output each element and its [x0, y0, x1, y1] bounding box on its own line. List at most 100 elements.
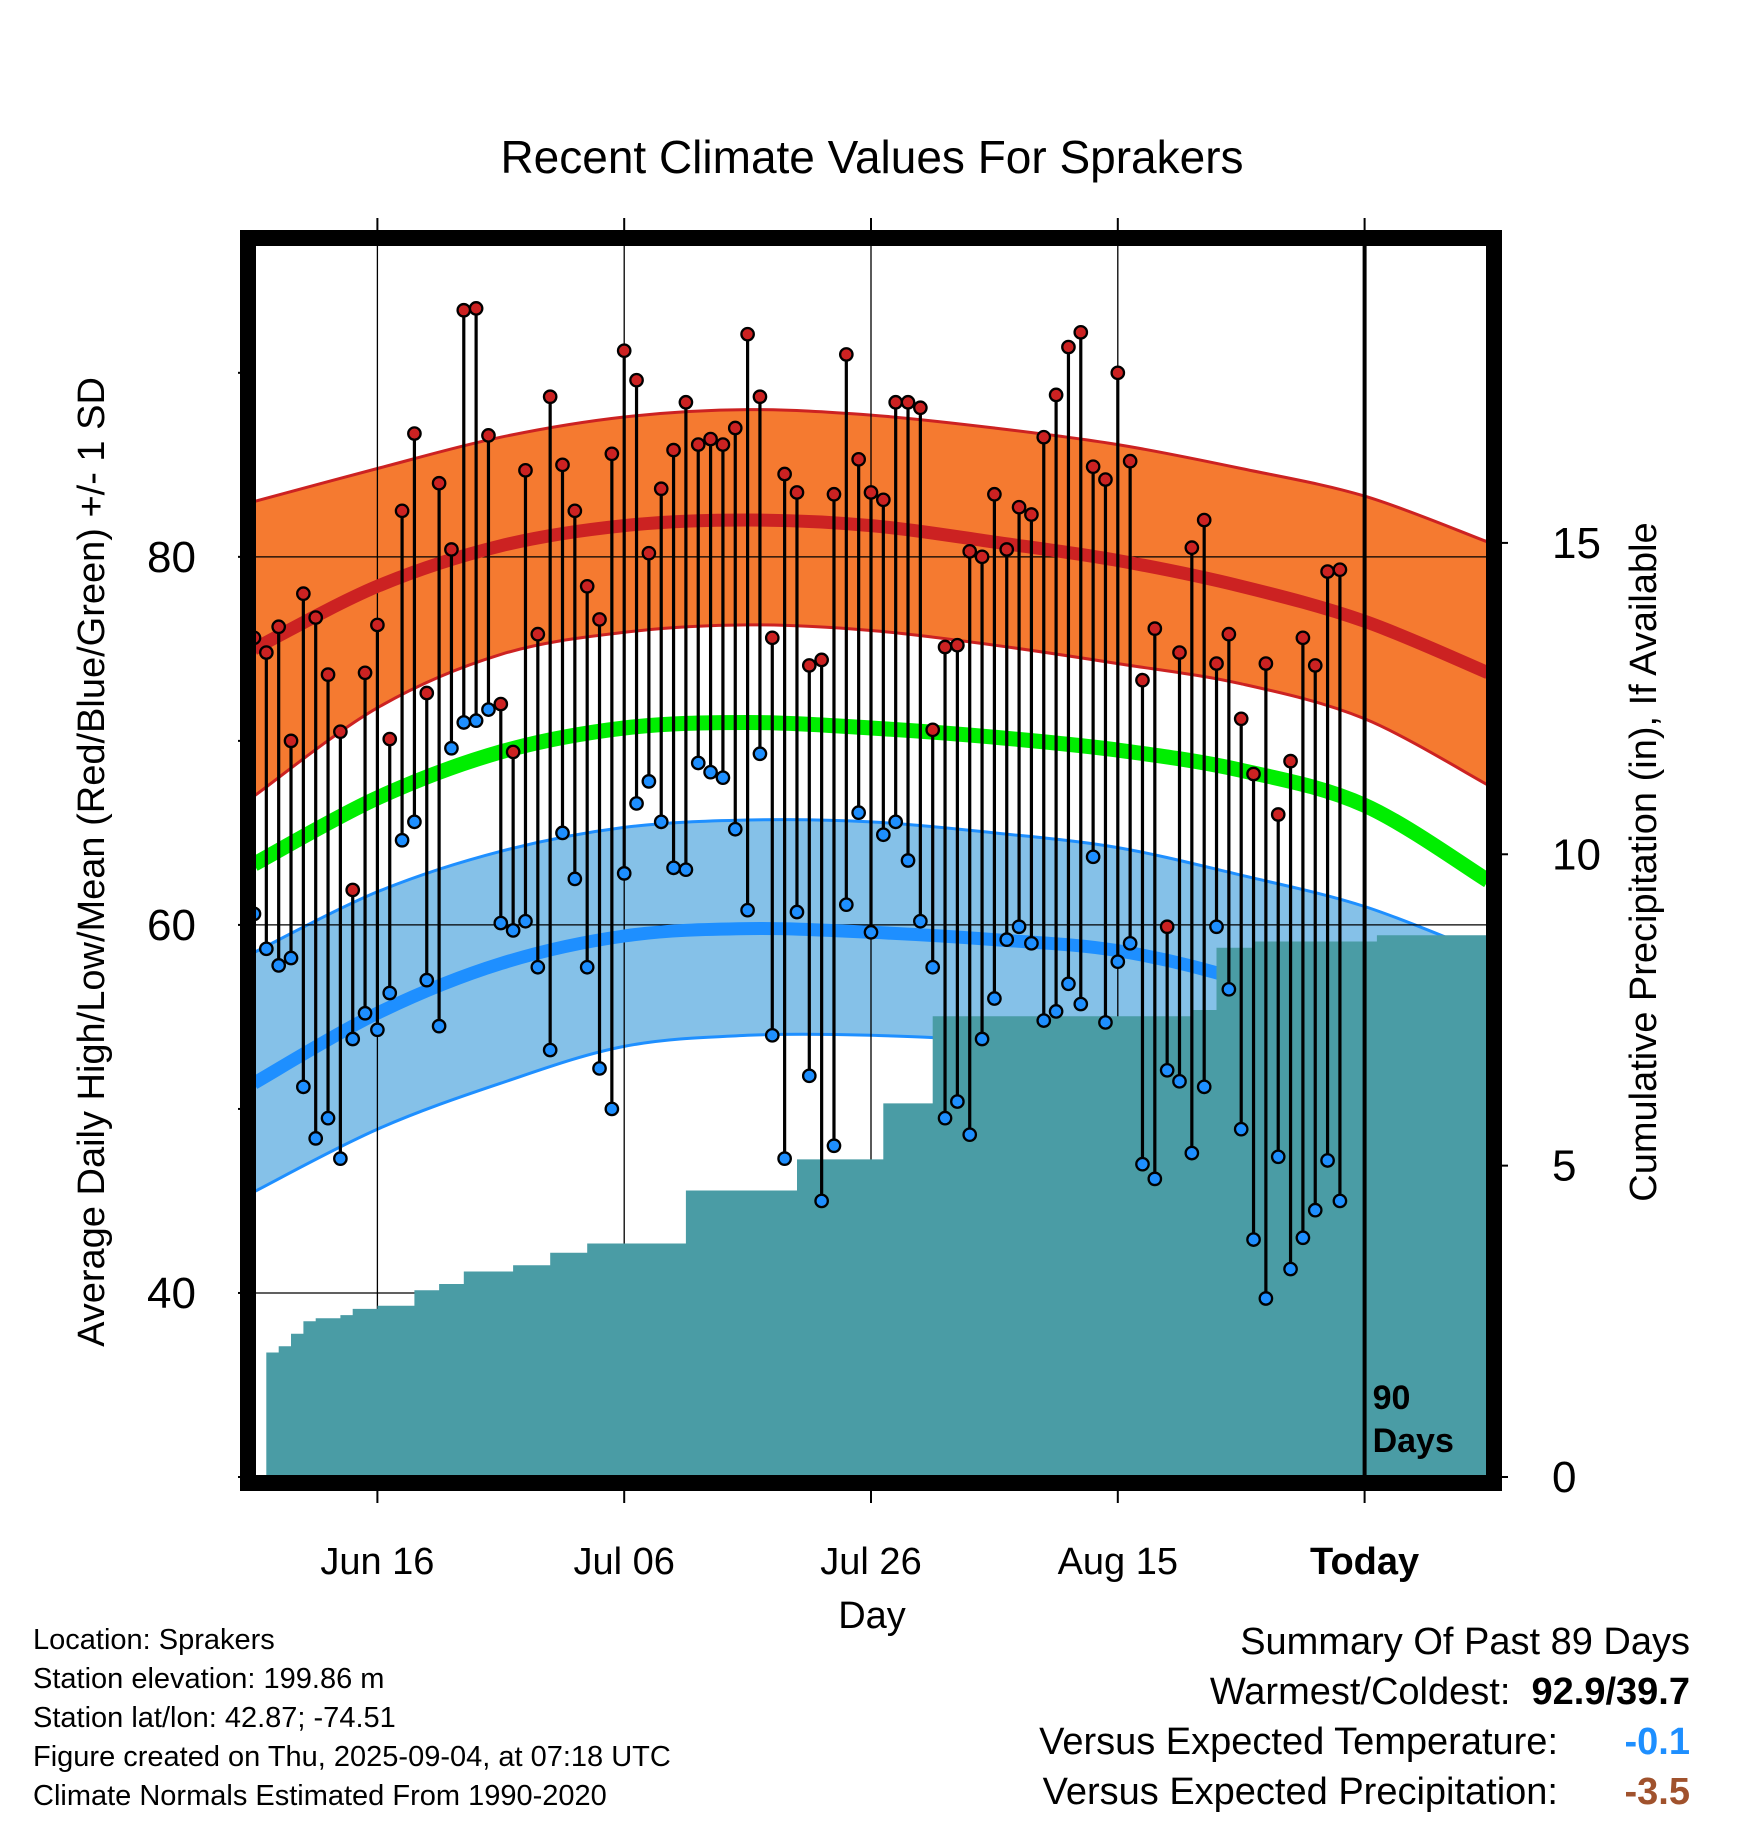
plot-inner: 90 Days — [254, 244, 1488, 1477]
daily-low-point — [1024, 935, 1039, 951]
daily-low-point — [456, 715, 472, 730]
x-axis-label: Day — [838, 1595, 906, 1637]
daily-low-point — [308, 1131, 324, 1146]
daily-high-point — [481, 428, 496, 443]
daily-high-point — [962, 543, 978, 559]
daily-high-point — [740, 326, 755, 342]
y2-axis-label: Cumulative Precipitation (in), If Availa… — [1623, 522, 1665, 1201]
daily-high-point — [468, 301, 484, 316]
daily-low-point — [1332, 1193, 1348, 1209]
daily-low-point — [1258, 1291, 1274, 1306]
daily-high-point — [826, 486, 842, 502]
daily-high-point — [666, 442, 681, 458]
daily-high-point — [1061, 339, 1076, 355]
daily-high-point — [320, 667, 336, 682]
daily-high-point — [1122, 453, 1138, 469]
daily-high-point — [1036, 429, 1052, 445]
daily-high-point — [950, 637, 965, 653]
daily-low-point — [629, 796, 644, 811]
daily-high-point — [456, 302, 472, 318]
daily-high-point — [283, 733, 299, 749]
daily-high-point — [1024, 507, 1039, 522]
daily-high-point — [925, 722, 941, 738]
daily-low-point — [814, 1193, 829, 1209]
daily-high-point — [382, 731, 398, 747]
daily-low-point — [999, 932, 1015, 947]
daily-low-point — [913, 913, 928, 929]
daily-low-point — [258, 941, 274, 957]
info-latlon: Station lat/lon: 42.87; -74.51 — [33, 1702, 396, 1734]
plot-frame — [240, 230, 1502, 1491]
daily-high-point — [1135, 672, 1150, 688]
daily-low-point — [493, 915, 509, 931]
daily-low-point — [616, 866, 632, 881]
summary-temperature: Versus Expected Temperature: -0.1 — [1039, 1722, 1690, 1762]
daily-low-point — [505, 923, 521, 938]
daily-high-point — [777, 466, 792, 482]
y-tick-label: 40 — [147, 1269, 196, 1318]
daily-low-point — [925, 959, 941, 975]
daily-low-point — [357, 1005, 373, 1021]
daily-high-point — [1332, 562, 1348, 578]
daily-low-point — [1172, 1073, 1187, 1089]
daily-low-point — [888, 814, 904, 830]
daily-low-point — [604, 1101, 620, 1117]
period-label-days: Days — [1373, 1422, 1454, 1460]
y-axis-label: Average Daily High/Low/Mean (Red/Blue/Gr… — [71, 377, 113, 1347]
daily-low-point — [1073, 996, 1089, 1012]
daily-low-point — [1110, 954, 1126, 970]
daily-high-point — [579, 578, 595, 594]
daily-low-point — [727, 821, 743, 837]
daily-low-point — [345, 1031, 361, 1047]
daily-high-point — [1233, 711, 1249, 727]
summary-precipitation: Versus Expected Precipitation: -3.5 — [1043, 1772, 1690, 1812]
period-label-number: 90 — [1373, 1379, 1411, 1417]
daily-high-point — [1270, 807, 1286, 822]
daily-low-point — [1221, 981, 1237, 997]
daily-high-point — [1011, 499, 1027, 515]
daily-low-point — [937, 1110, 953, 1126]
daily-high-point — [1184, 540, 1200, 555]
daily-low-point — [1209, 919, 1224, 935]
daily-high-point — [653, 481, 669, 497]
daily-high-point — [974, 549, 990, 565]
daily-low-point — [271, 958, 287, 973]
daily-low-point — [1122, 935, 1138, 951]
daily-low-point — [826, 1138, 842, 1154]
daily-high-point — [764, 630, 780, 646]
daily-high-point — [752, 389, 768, 405]
summary-warmest-coldest: Warmest/Coldest: 92.9/39.7 — [1210, 1672, 1690, 1712]
daily-low-point — [592, 1061, 607, 1076]
daily-high-point — [1209, 656, 1224, 671]
daily-low-point — [333, 1151, 348, 1166]
y2-tick-label: 15 — [1552, 519, 1601, 568]
daily-low-point — [579, 959, 595, 975]
daily-high-point — [900, 394, 916, 410]
daily-high-point — [1172, 645, 1187, 660]
daily-low-point — [1159, 1062, 1175, 1078]
daily-high-point — [727, 420, 743, 436]
daily-low-point — [863, 924, 879, 940]
daily-low-point — [764, 1027, 780, 1043]
daily-high-point — [875, 492, 891, 508]
daily-high-point — [888, 394, 904, 410]
x-tick-label: Jun 16 — [320, 1541, 434, 1583]
y2-tick-label: 0 — [1552, 1453, 1576, 1502]
daily-high-point — [604, 446, 620, 462]
x-tick-label: Jul 06 — [573, 1541, 674, 1583]
x-tick-label: Today — [1310, 1541, 1419, 1583]
daily-low-point — [1283, 1261, 1298, 1277]
info-elevation: Station elevation: 199.86 m — [33, 1663, 385, 1695]
info-created: Figure created on Thu, 2025-09-04, at 07… — [33, 1741, 671, 1773]
daily-high-point — [937, 639, 953, 655]
daily-low-point — [777, 1151, 792, 1166]
daily-low-point — [974, 1031, 990, 1047]
daily-low-point — [567, 871, 583, 887]
temp-label: Versus Expected Temperature: — [1039, 1721, 1558, 1763]
daily-low-point — [530, 959, 546, 975]
daily-high-point — [357, 665, 373, 681]
daily-low-point — [542, 1042, 558, 1058]
daily-low-point — [715, 770, 731, 786]
daily-low-point — [1307, 1202, 1323, 1218]
daily-high-point — [1048, 387, 1064, 403]
